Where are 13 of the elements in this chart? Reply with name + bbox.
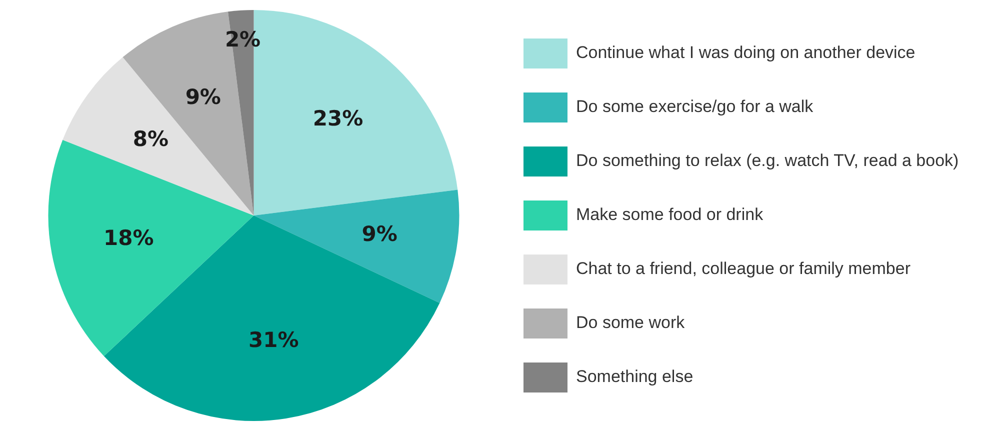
legend-label: Do something to relax (e.g. watch TV, read a book) bbox=[576, 151, 959, 170]
legend-label: Do some work bbox=[576, 313, 686, 332]
data-label: 8% bbox=[132, 127, 168, 152]
legend-label: Make some food or drink bbox=[576, 205, 764, 224]
legend-label: Something else bbox=[576, 367, 694, 386]
data-label: 31% bbox=[248, 328, 299, 352]
data-label: 9% bbox=[362, 222, 398, 246]
legend-label: Chat to a friend, colleague or family member bbox=[576, 259, 911, 278]
data-label: 23% bbox=[312, 106, 364, 130]
legend-label: Do some exercise/go for a walk bbox=[576, 97, 814, 116]
data-label: 9% bbox=[185, 85, 221, 110]
data-label: 18% bbox=[103, 226, 154, 250]
legend-label: Continue what I was doing on another device bbox=[576, 43, 916, 62]
